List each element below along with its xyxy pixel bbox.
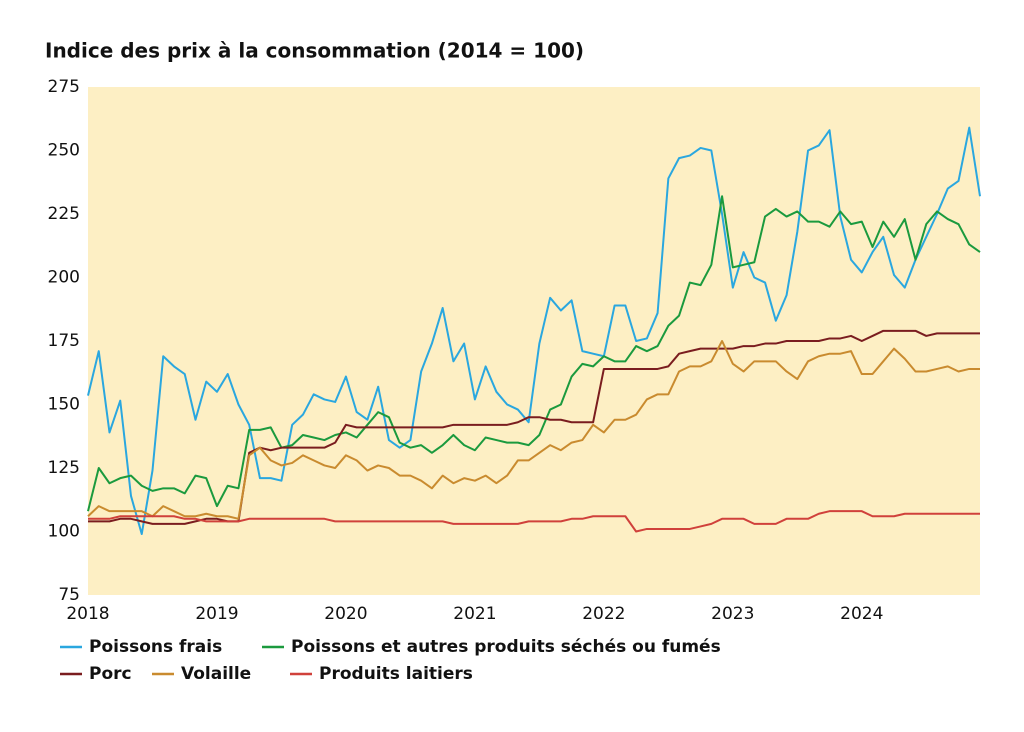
- x-tick-label: 2020: [324, 604, 367, 624]
- x-tick-label: 2024: [840, 604, 883, 624]
- y-tick-label: 125: [48, 458, 80, 478]
- x-tick-label: 2023: [711, 604, 754, 624]
- y-tick-label: 75: [58, 585, 80, 605]
- x-tick-label: 2022: [582, 604, 625, 624]
- plot-area: [88, 87, 980, 595]
- y-tick-label: 200: [48, 268, 80, 288]
- x-tick-label: 2019: [195, 604, 238, 624]
- legend-label: Volaille: [181, 664, 251, 684]
- legend-label: Poissons et autres produits séchés ou fu…: [291, 637, 721, 657]
- series-line: [87, 340, 980, 520]
- y-tick-label: 175: [48, 331, 80, 351]
- series-line: [88, 510, 980, 533]
- legend-label: Porc: [89, 664, 132, 684]
- x-tick-label: 2018: [66, 604, 109, 624]
- y-tick-label: 275: [48, 77, 80, 97]
- y-tick-label: 150: [48, 395, 80, 415]
- chart-title: Indice des prix à la consommation (2014 …: [45, 39, 584, 63]
- y-tick-label: 225: [48, 204, 80, 224]
- y-tick-label: 250: [48, 141, 80, 161]
- x-tick-label: 2021: [453, 604, 496, 624]
- legend-label: Poissons frais: [89, 637, 222, 657]
- y-tick-label: 100: [48, 522, 80, 542]
- series-line: [87, 195, 981, 512]
- legend-label: Produits laitiers: [319, 664, 473, 684]
- series-line: [87, 126, 981, 536]
